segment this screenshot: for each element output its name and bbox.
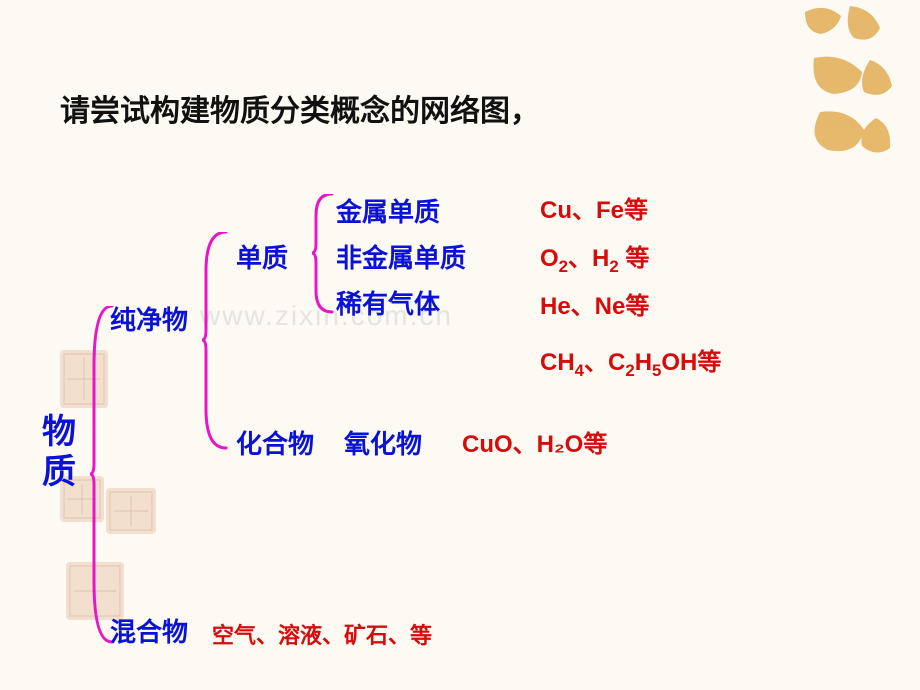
node-mix: 混合物: [110, 612, 188, 649]
node-compound: 化合物: [236, 424, 314, 461]
node-noble: 稀有气体: [336, 284, 440, 321]
node-simple: 单质: [236, 238, 288, 275]
node-pure: 纯净物: [110, 300, 188, 337]
brace: [312, 194, 336, 316]
node-root2: 质: [42, 444, 76, 493]
brace: [202, 232, 230, 452]
node-ex_mix: 空气、溶液、矿石、等: [212, 618, 432, 650]
brace: [90, 306, 116, 646]
node-ex_metal: Cu、Fe等: [540, 190, 648, 225]
corner-calligraphy: [780, 0, 920, 170]
slide-title: 请尝试构建物质分类概念的网络图，: [60, 86, 540, 130]
node-oxide: 氧化物: [344, 424, 422, 461]
node-ex_oxide: CuO、H₂O等: [462, 424, 607, 459]
slide-page: www.zixin.com.cn 请尝试构建物质分类概念的网络图， 物质纯净物混…: [0, 0, 920, 690]
node-ex_nonmetal: O2、H2 等: [540, 238, 649, 277]
node-nonmetal: 非金属单质: [336, 238, 466, 275]
node-ex_organic: CH4、C2H5OH等: [540, 342, 721, 381]
node-ex_noble: He、Ne等: [540, 286, 649, 321]
node-metal: 金属单质: [336, 192, 440, 229]
